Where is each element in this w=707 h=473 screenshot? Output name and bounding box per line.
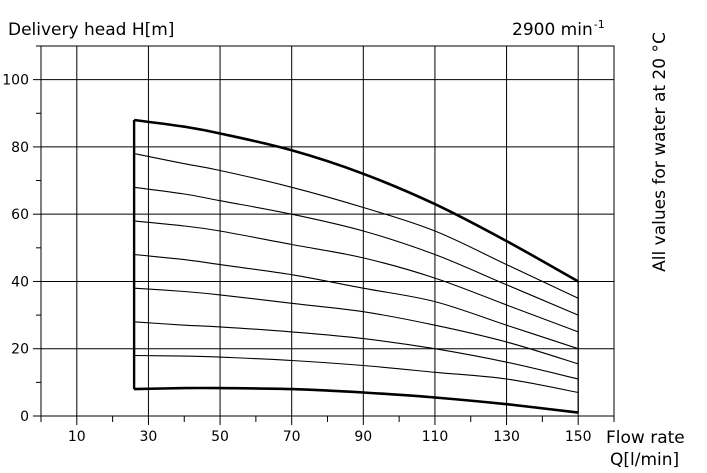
tick-labels: 10 30 50 70 90 110 130 150 0 20 40 60 80 100 bbox=[2, 73, 591, 445]
head-curves bbox=[132, 118, 579, 414]
head-curve-9 bbox=[134, 386, 579, 414]
speed-label: 2900 min-1 bbox=[512, 18, 605, 40]
temperature-note: All values for water at 20 °C bbox=[650, 32, 670, 272]
y-tick-label: 80 bbox=[11, 140, 29, 156]
x-tick-label: 150 bbox=[565, 429, 592, 445]
x-tick-label: 50 bbox=[211, 429, 229, 445]
head-curve-6 bbox=[134, 287, 579, 365]
y-tick-label: 60 bbox=[11, 207, 29, 223]
head-curve-3 bbox=[134, 186, 579, 316]
x-tick-label: 110 bbox=[422, 429, 449, 445]
head-curve-2 bbox=[133, 153, 579, 299]
axis-ticks bbox=[33, 45, 615, 425]
y-tick-label: 40 bbox=[11, 274, 29, 290]
speed-exponent: -1 bbox=[593, 18, 605, 31]
x-tick-label: 10 bbox=[68, 429, 86, 445]
y-tick-label: 100 bbox=[2, 73, 29, 89]
x-tick-label: 130 bbox=[493, 429, 520, 445]
head-curve-1 bbox=[133, 118, 579, 283]
y-axis-title: Delivery head H[m] bbox=[8, 20, 175, 40]
plot-frame bbox=[40, 45, 615, 417]
grid-lines bbox=[40, 45, 615, 417]
head-curve-8 bbox=[134, 354, 579, 394]
head-curve-7 bbox=[134, 321, 579, 380]
x-tick-label: 30 bbox=[140, 429, 158, 445]
head-curve-4 bbox=[134, 220, 579, 333]
y-tick-label: 0 bbox=[20, 409, 29, 425]
x-tick-label: 90 bbox=[354, 429, 372, 445]
head-curve-5 bbox=[134, 253, 579, 350]
x-axis-title-line1: Flow rate bbox=[606, 428, 685, 448]
y-tick-label: 20 bbox=[11, 342, 29, 358]
x-tick-label: 70 bbox=[283, 429, 301, 445]
x-axis-title-line2: Q[l/min] bbox=[610, 450, 680, 470]
speed-value: 2900 min bbox=[512, 20, 593, 40]
